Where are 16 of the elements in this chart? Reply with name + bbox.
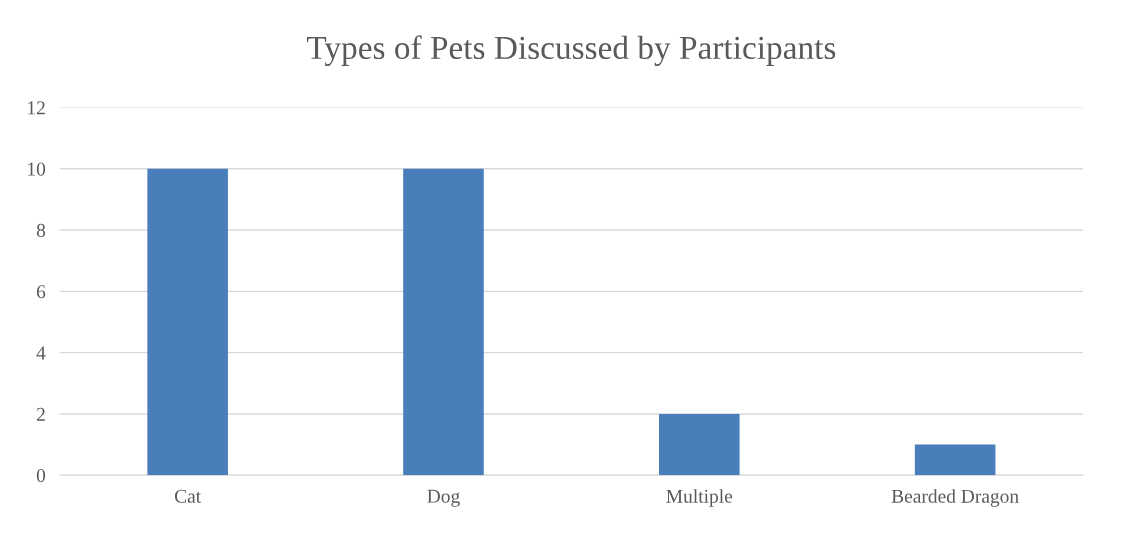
- chart-title: Types of Pets Discussed by Participants: [306, 35, 836, 66]
- y-tick-label: 8: [36, 223, 46, 237]
- bar: [147, 168, 228, 476]
- y-tick-label: 12: [28, 101, 45, 115]
- y-tick-label: 0: [36, 469, 46, 483]
- y-tick-label: 10: [28, 162, 46, 176]
- x-tick-label: Bearded Dragon: [891, 489, 1019, 507]
- y-tick-label: 4: [36, 346, 46, 360]
- x-tick-label: Cat: [174, 489, 202, 503]
- y-tick-label: 6: [36, 285, 46, 299]
- bar: [659, 413, 740, 476]
- x-tick-label: Dog: [427, 489, 460, 507]
- bar: [403, 168, 484, 476]
- bar: [914, 444, 996, 476]
- y-tick-label: 2: [36, 407, 45, 421]
- x-tick-label: Multiple: [666, 489, 733, 507]
